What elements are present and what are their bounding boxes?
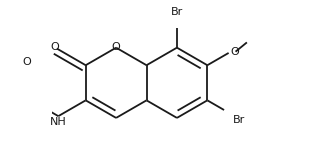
Text: O: O [112,42,120,52]
Text: Br: Br [171,7,183,17]
Text: O: O [230,47,239,57]
Text: NH: NH [50,117,67,127]
Text: O: O [50,42,59,52]
Text: O: O [23,57,32,67]
Text: Br: Br [233,115,245,125]
